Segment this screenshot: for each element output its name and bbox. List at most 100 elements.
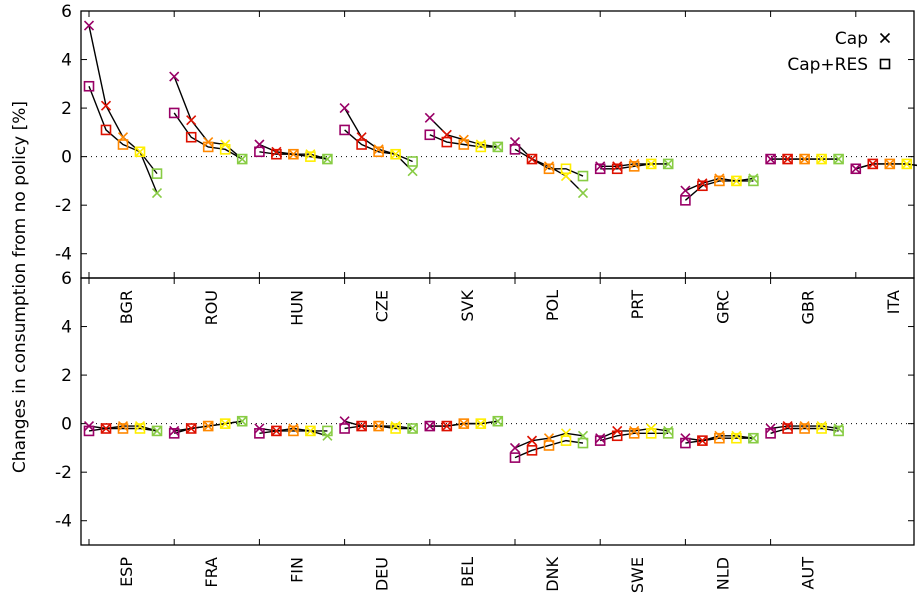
cap-res-marker [662, 158, 674, 170]
cap-marker [134, 420, 146, 432]
cap-res-marker [390, 423, 401, 434]
cap-res-marker [543, 440, 555, 451]
group-bel: BEL [424, 278, 504, 587]
cap-res-marker [254, 146, 265, 158]
cap-res-marker [305, 425, 316, 437]
cap-marker [765, 153, 776, 165]
cap-marker [543, 433, 555, 444]
cap-marker [441, 420, 452, 432]
cap-res-line [174, 420, 243, 435]
cap-res-marker [628, 161, 640, 172]
cap-res-line [88, 427, 158, 432]
cap-res-line [344, 129, 413, 163]
cap-marker [509, 137, 521, 148]
cap-marker [680, 185, 691, 196]
cap-marker [100, 100, 112, 111]
cap-marker [237, 153, 248, 165]
cap-res-marker [407, 423, 418, 434]
cap-res-marker [816, 423, 827, 434]
cap-res-marker [356, 420, 367, 432]
cap-marker [237, 416, 248, 427]
cap-marker [322, 153, 333, 165]
cap-marker [595, 161, 606, 172]
cap-res-marker [168, 107, 180, 119]
country-label-fra: FRA [202, 557, 221, 588]
cap-marker [390, 149, 401, 160]
cap-res-line [259, 430, 328, 435]
cap-marker [714, 173, 725, 184]
cap-res-marker [288, 425, 299, 437]
cap-res-marker [339, 124, 350, 136]
country-label-aut: AUT [799, 557, 818, 590]
country-label-fin: FIN [287, 557, 306, 583]
cap-marker [186, 423, 197, 434]
cap-marker [509, 442, 521, 453]
cap-res-marker [833, 425, 844, 437]
cap-res-marker [100, 124, 112, 136]
group-fin: FIN [254, 278, 333, 583]
cap-marker [83, 20, 95, 31]
legend-label-1: Cap [835, 29, 868, 49]
panel-frame [80, 277, 915, 546]
cap-marker [526, 153, 538, 165]
cap-res-marker [782, 423, 793, 434]
cap-res-line [685, 437, 754, 444]
country-label-gbr: GBR [799, 290, 818, 325]
cap-marker [492, 141, 503, 152]
country-label-deu: DEU [373, 557, 392, 591]
cap-marker [646, 423, 657, 434]
cap-res-marker [373, 420, 384, 432]
cap-marker [748, 173, 759, 184]
country-label-nld: NLD [713, 557, 732, 590]
country-label-bel: BEL [458, 557, 477, 587]
cap-res-marker [526, 445, 538, 456]
legend-square-icon [879, 58, 891, 70]
cap-res-line [429, 134, 498, 148]
cap-res-marker [356, 139, 367, 150]
cap-res-marker [628, 428, 640, 439]
cap-res-marker [373, 146, 384, 158]
cap-marker [731, 175, 742, 186]
group-cze: CZE [339, 11, 418, 322]
cap-marker [322, 430, 333, 441]
cap-res-marker [339, 423, 350, 434]
cap-marker [663, 158, 674, 169]
cap-marker [441, 129, 452, 140]
cap-res-marker [288, 148, 299, 160]
cap-marker [288, 149, 299, 160]
y-tick-label: 2 [61, 99, 72, 119]
cap-marker [169, 71, 180, 82]
cap-marker [816, 153, 827, 165]
cap-res-marker [543, 163, 555, 175]
cap-res-marker [134, 146, 146, 158]
cap-marker [731, 430, 742, 441]
cap-marker [373, 144, 384, 155]
y-tick-label: -4 [55, 245, 72, 265]
country-label-esp: ESP [117, 557, 136, 587]
cap-res-marker [731, 175, 742, 187]
group-esp: ESP [83, 278, 163, 587]
y-tick-label: -2 [55, 463, 72, 483]
cap-marker [356, 132, 367, 143]
cap-res-marker [748, 432, 759, 444]
cap-res-line [514, 148, 584, 177]
cap-res-marker [509, 144, 521, 155]
country-label-cze: CZE [373, 290, 392, 322]
cap-marker [577, 187, 589, 199]
cap-res-marker [697, 435, 708, 446]
cap-res-marker [816, 153, 827, 165]
cap-res-marker [577, 437, 589, 449]
cap-marker [782, 153, 793, 165]
cap-marker [356, 420, 367, 432]
cap-marker [458, 418, 469, 429]
cap-marker [373, 420, 384, 432]
cap-res-line [600, 432, 669, 442]
cap-line [343, 107, 414, 172]
cap-res-marker [168, 428, 180, 439]
cap-marker [83, 420, 95, 432]
cap-marker [151, 425, 163, 436]
cap-res-marker [83, 80, 95, 92]
cap-line [429, 117, 498, 148]
legend-label-2: Cap+RES [787, 55, 868, 75]
group-prt: PRT [594, 11, 674, 319]
